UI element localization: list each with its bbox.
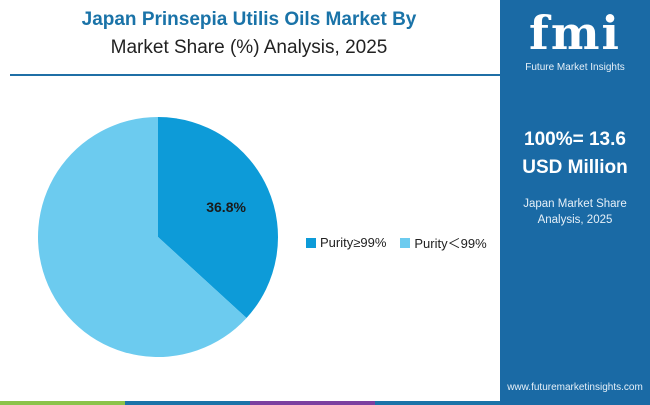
- market-size-line-1: 100%= 13.6: [524, 129, 626, 150]
- pie-slice-0: [158, 117, 279, 319]
- legend-item-purity-lt-99: Purity＜99%: [400, 233, 487, 252]
- bottom-bar-segment-2: [250, 401, 375, 405]
- legend-swatch: [306, 237, 316, 248]
- panel-caption-line-2: Analysis, 2025: [537, 214, 613, 226]
- chart-title: Japan Prinsepia Utilis Oils Market By Ma…: [14, 6, 484, 62]
- fmi-logo: fmi: [529, 6, 621, 60]
- bottom-bar-segment-0: [0, 401, 125, 405]
- panel-caption-line-1: Japan Market Share: [523, 198, 627, 210]
- bottom-color-bar: [0, 401, 500, 405]
- info-panel: fmi Future Market Insights 100%= 13.6 US…: [500, 0, 650, 405]
- panel-caption: Japan Market Share Analysis, 2025: [500, 196, 650, 228]
- pie-slice-1: [38, 116, 247, 357]
- logo-subtitle: Future Market Insights: [525, 62, 625, 73]
- title-line-1: Japan Prinsepia Utilis Oils Market By: [81, 9, 417, 30]
- market-size-value: 100%= 13.6 USD Million: [500, 126, 650, 182]
- bottom-bar-segment-3: [375, 401, 500, 405]
- legend-label: Purity≥99%: [320, 235, 387, 250]
- legend-swatch: [400, 237, 411, 248]
- pie-chart: 36.8%: [38, 116, 279, 357]
- legend: Purity≥99% Purity＜99%: [306, 233, 487, 252]
- website-url: www.futuremarketinsights.com: [507, 382, 643, 393]
- legend-item-purity-ge-99: Purity≥99%: [306, 233, 386, 252]
- bottom-bar-segment-1: [125, 401, 250, 405]
- title-divider: [10, 74, 500, 76]
- legend-label: Purity＜99%: [414, 236, 487, 251]
- pie-data-label-0: 36.8%: [206, 199, 246, 215]
- title-line-2: Market Share (%) Analysis, 2025: [110, 37, 388, 58]
- market-size-line-2: USD Million: [522, 157, 628, 178]
